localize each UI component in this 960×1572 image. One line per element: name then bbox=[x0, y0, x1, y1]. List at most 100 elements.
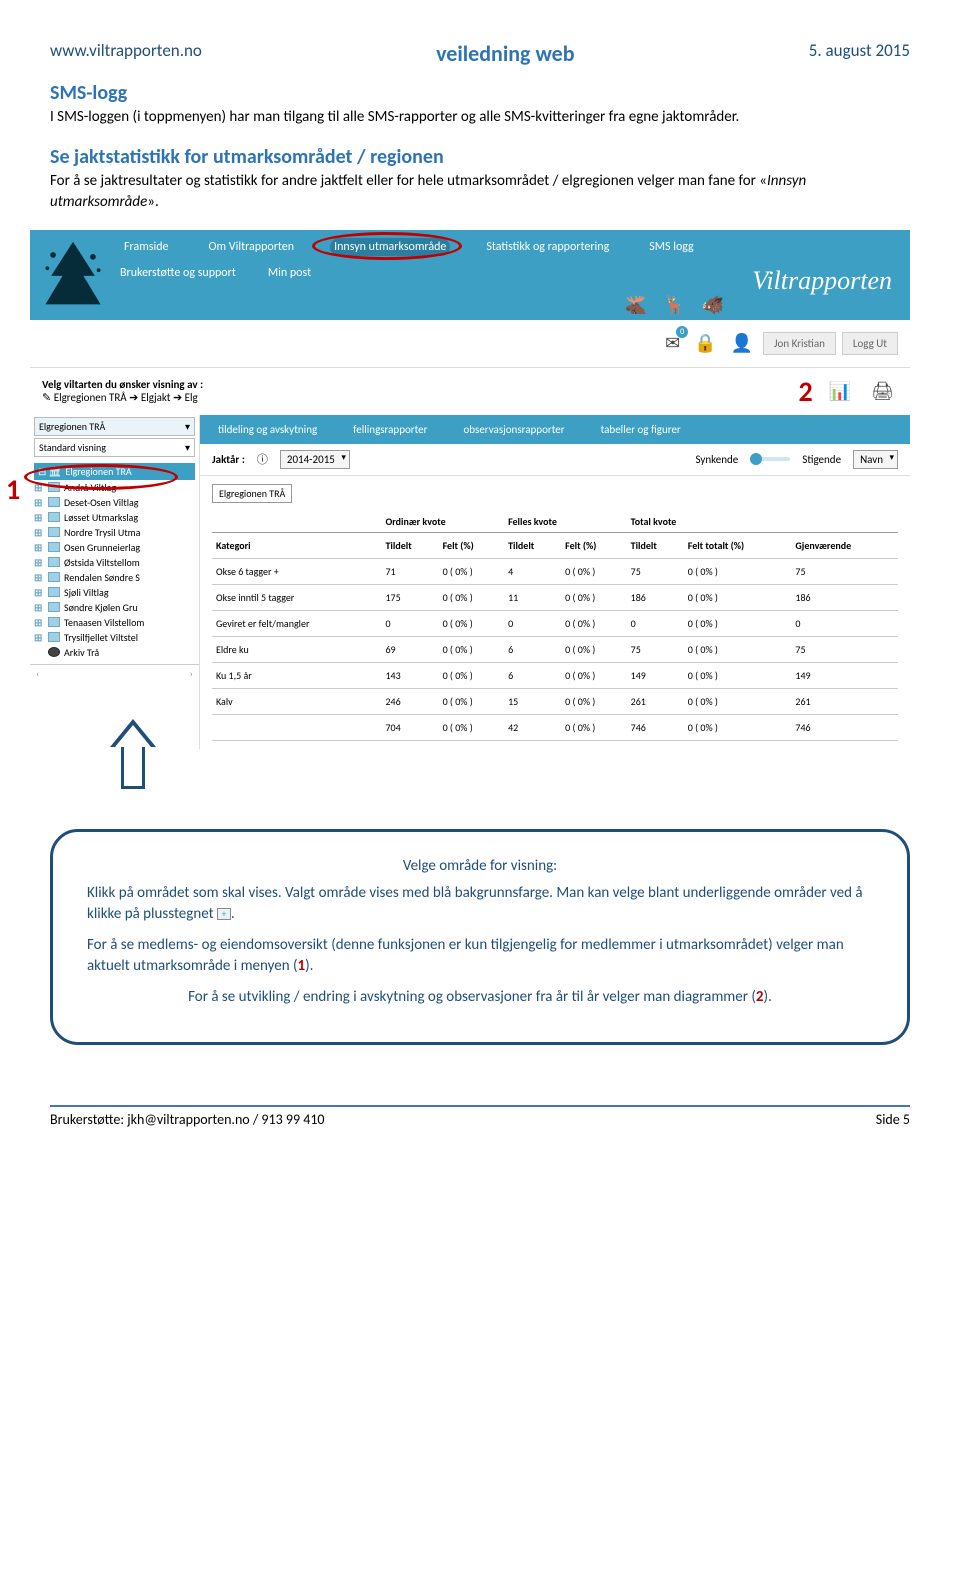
col-header: Felt (%) bbox=[561, 532, 626, 558]
table-cell: 0 ( 0% ) bbox=[684, 662, 792, 688]
table-cell: 0 ( 0% ) bbox=[439, 662, 504, 688]
table-cell: 69 bbox=[381, 636, 438, 662]
tab-observ[interactable]: observasjonsrapporter bbox=[446, 415, 583, 444]
page-footer: Brukerstøtte: jkh@viltrapporten.no / 913… bbox=[50, 1105, 910, 1128]
table-cell: Kalv bbox=[212, 688, 381, 714]
grp-h-0 bbox=[212, 509, 381, 533]
tree-node[interactable]: ⊞Sjøli Viltlag bbox=[34, 585, 195, 600]
info-icon[interactable]: ⓘ bbox=[257, 451, 268, 467]
table-cell: 0 ( 0% ) bbox=[439, 688, 504, 714]
table-cell: Ku 1,5 år bbox=[212, 662, 381, 688]
tree-node[interactable]: ⊞Osen Grunneierlag bbox=[34, 540, 195, 555]
callout-p3: For å se utvikling / endring i avskytnin… bbox=[87, 987, 873, 1008]
table-row: Eldre ku690 ( 0% )60 ( 0% )750 ( 0% )75 bbox=[212, 636, 898, 662]
sort-col-dropdown[interactable]: Navn bbox=[853, 450, 898, 469]
tree-node[interactable]: ⊞Trysilfjellet Viltstel bbox=[34, 630, 195, 645]
nav-minpost[interactable]: Min post bbox=[268, 266, 311, 280]
sel-crumbs: ✎ Elgregionen TRÅ ➔ Elgjakt ➔ Elg bbox=[42, 391, 203, 404]
grp-h-2: Felles kvote bbox=[504, 509, 627, 533]
tab-tildeling[interactable]: tildeling og avskytning bbox=[200, 415, 335, 444]
table-cell: 0 ( 0% ) bbox=[561, 662, 626, 688]
sort-slider[interactable] bbox=[750, 457, 790, 461]
quota-table: Ordinær kvote Felles kvote Total kvote K… bbox=[212, 509, 898, 741]
section2-body-b: ». bbox=[147, 193, 158, 211]
screenshot: 1 Framside Om Viltrapporten Innsyn utmar… bbox=[30, 230, 910, 749]
tree-node[interactable]: ⊞Søndre Kjølen Gru bbox=[34, 600, 195, 615]
table-cell: 149 bbox=[791, 662, 898, 688]
sel-label: Velg viltarten du ønsker visning av : bbox=[42, 378, 203, 391]
table-cell: 6 bbox=[504, 636, 561, 662]
section2-body-a: For å se jaktresultater og statistikk fo… bbox=[50, 172, 767, 190]
tab-tabeller[interactable]: tabeller og figurer bbox=[583, 415, 699, 444]
col-header: Tildelt bbox=[381, 532, 438, 558]
table-row: Geviret er felt/mangler00 ( 0% )00 ( 0% … bbox=[212, 610, 898, 636]
section1-title: SMS-logg bbox=[50, 81, 910, 105]
content: tildeling og avskytning fellingsrapporte… bbox=[200, 415, 910, 749]
table-cell: 186 bbox=[791, 584, 898, 610]
table-cell: 75 bbox=[627, 636, 684, 662]
logout-button[interactable]: Logg Ut bbox=[842, 332, 898, 355]
table-cell: 175 bbox=[381, 584, 438, 610]
sort-desc-label: Synkende bbox=[695, 453, 738, 466]
table-cell: 75 bbox=[791, 558, 898, 584]
tree-illustration bbox=[38, 236, 108, 312]
nav-smslogg[interactable]: SMS logg bbox=[645, 238, 698, 256]
table-cell: 0 bbox=[791, 610, 898, 636]
table-cell: 746 bbox=[627, 714, 684, 740]
header-left: www.viltrapporten.no bbox=[50, 40, 202, 67]
tree-node[interactable]: ⊞Nordre Trysil Utma bbox=[34, 525, 195, 540]
nav-om[interactable]: Om Viltrapporten bbox=[205, 238, 299, 256]
footer-left: Brukerstøtte: jkh@viltrapporten.no / 913… bbox=[50, 1111, 325, 1128]
tab-fellings[interactable]: fellingsrapporter bbox=[335, 415, 445, 444]
user-icon[interactable]: 👤 bbox=[727, 332, 757, 354]
nav-row-1: Framside Om Viltrapporten Innsyn utmarks… bbox=[120, 238, 896, 256]
tree-node[interactable]: ⊞Rendalen Søndre S bbox=[34, 570, 195, 585]
nav-statistikk[interactable]: Statistikk og rapportering bbox=[482, 238, 613, 256]
side-drop-region[interactable]: Elgregionen TRÅ▾ bbox=[34, 417, 195, 436]
table-row: 7040 ( 0% )420 ( 0% )7460 ( 0% )746 bbox=[212, 714, 898, 740]
side-drop-view[interactable]: Standard visning▾ bbox=[34, 438, 195, 457]
table-cell: 75 bbox=[791, 636, 898, 662]
table-cell: 0 ( 0% ) bbox=[439, 558, 504, 584]
table-cell: Eldre ku bbox=[212, 636, 381, 662]
nav-support[interactable]: Brukerstøtte og support bbox=[120, 266, 236, 280]
col-header: Tildelt bbox=[627, 532, 684, 558]
tree-node[interactable]: ⊞Tenaasen Vilstellom bbox=[34, 615, 195, 630]
sidebar: Elgregionen TRÅ▾ Standard visning▾ ⊟ 🏛 E… bbox=[30, 415, 200, 749]
table-cell: 0 ( 0% ) bbox=[684, 636, 792, 662]
table-cell: 0 ( 0% ) bbox=[439, 584, 504, 610]
table-cell: 0 ( 0% ) bbox=[684, 688, 792, 714]
lock-icon[interactable]: 🔒 bbox=[690, 332, 720, 354]
tree-node[interactable]: ⊞Østsida Viltstellom bbox=[34, 555, 195, 570]
side-scroll[interactable]: ‹› bbox=[30, 664, 199, 682]
table-cell: 0 ( 0% ) bbox=[439, 636, 504, 662]
table-cell: 0 bbox=[504, 610, 561, 636]
tree-node[interactable]: ⊞Løsset Utmarkslag bbox=[34, 510, 195, 525]
chart-icon[interactable]: 📊 bbox=[825, 380, 855, 402]
user-name-button[interactable]: Jon Kristian bbox=[763, 332, 836, 355]
table-cell: 4 bbox=[504, 558, 561, 584]
col-header: Kategori bbox=[212, 532, 381, 558]
tree-node[interactable]: ⊞Deset-Osen Viltlag bbox=[34, 495, 195, 510]
table-row: Ku 1,5 år1430 ( 0% )60 ( 0% )1490 ( 0% )… bbox=[212, 662, 898, 688]
table-cell: 261 bbox=[627, 688, 684, 714]
section2-title: Se jaktstatistikk for utmarksområdet / r… bbox=[50, 145, 910, 169]
table-cell: 704 bbox=[381, 714, 438, 740]
red-circle-nav bbox=[312, 232, 462, 260]
col-header: Tildelt bbox=[504, 532, 561, 558]
animal-silhouettes: 🫎 🦌 🐗 bbox=[625, 294, 730, 316]
brand-logo: Viltrapporten bbox=[752, 266, 892, 296]
table-cell: 11 bbox=[504, 584, 561, 610]
table-row: Okse 6 tagger +710 ( 0% )40 ( 0% )750 ( … bbox=[212, 558, 898, 584]
year-dropdown[interactable]: 2014-2015 bbox=[280, 450, 350, 469]
table-cell: 0 ( 0% ) bbox=[439, 610, 504, 636]
print-icon[interactable]: 🖨 bbox=[867, 380, 898, 402]
tree-node[interactable]: Arkiv Trå bbox=[34, 645, 195, 660]
nav-framside[interactable]: Framside bbox=[120, 238, 173, 256]
mail-icon[interactable]: ✉0 bbox=[661, 332, 684, 354]
header-right: 5. august 2015 bbox=[809, 40, 910, 67]
table-cell bbox=[212, 714, 381, 740]
table-cell: 15 bbox=[504, 688, 561, 714]
table-cell: 6 bbox=[504, 662, 561, 688]
callout-title: Velge område for visning: bbox=[87, 856, 873, 877]
